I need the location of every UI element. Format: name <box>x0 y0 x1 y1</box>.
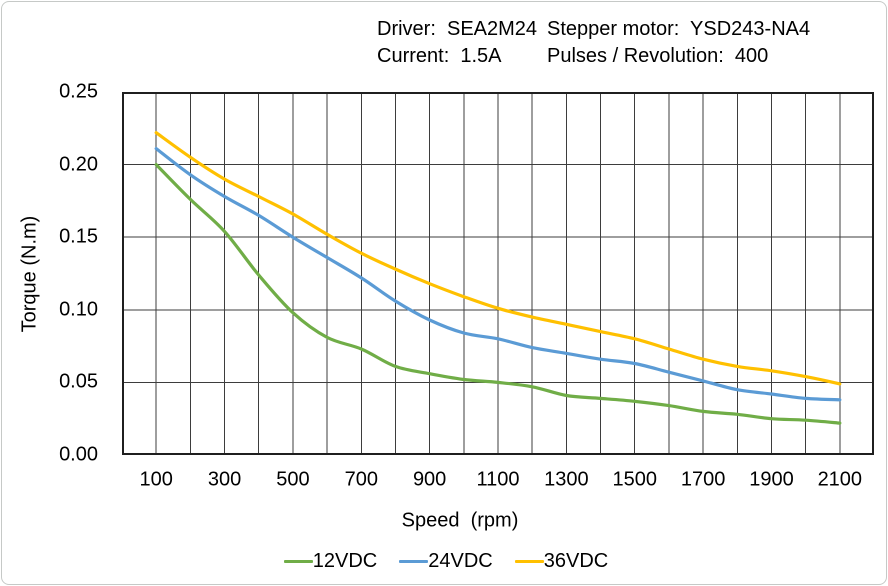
x-tick-label: 1900 <box>749 468 794 491</box>
legend-item-12vdc: 12VDC <box>283 549 378 573</box>
legend-label-24vdc: 24VDC <box>428 549 493 572</box>
legend-label-12vdc: 12VDC <box>312 549 378 572</box>
y-tick-label: 0.10 <box>59 298 98 321</box>
x-tick-label: 1500 <box>612 468 657 491</box>
y-axis-title: Torque (N.m) <box>18 215 41 333</box>
x-tick-label: 1100 <box>476 468 520 491</box>
legend-swatch-24vdc <box>399 559 429 563</box>
y-tick-label: 0.05 <box>59 370 98 393</box>
header-driver-label: Driver: SEA2M24 <box>377 18 538 40</box>
legend-label-36vdc: 36VDC <box>543 549 609 572</box>
plot-border <box>122 92 874 455</box>
header-motor-label: Stepper motor: YSD243-NA4 <box>547 18 811 40</box>
y-tick-label: 0.25 <box>59 80 98 103</box>
x-tick-label: 1700 <box>680 468 726 491</box>
x-tick-label: 2100 <box>817 468 863 491</box>
legend-swatch-36vdc <box>514 559 544 563</box>
legend: 12VDC 24VDC 36VDC <box>2 548 888 574</box>
x-tick-label: 500 <box>276 468 310 491</box>
y-tick-label: 0.20 <box>59 153 98 176</box>
x-tick-label: 100 <box>139 468 173 491</box>
x-axis-title: Speed (rpm) <box>401 509 519 532</box>
legend-swatch-12vdc <box>283 559 313 563</box>
series-line-24vdc <box>154 147 842 402</box>
legend-item-24vdc: 24VDC <box>399 549 493 573</box>
x-tick-label: 900 <box>412 468 447 491</box>
y-tick-label: 0.00 <box>59 443 98 466</box>
header-pulses-label: Pulses / Revolution: 400 <box>547 45 769 67</box>
series-line-36vdc <box>154 131 842 386</box>
y-tick-label: 0.15 <box>59 225 98 248</box>
legend-item-36vdc: 36VDC <box>514 549 609 573</box>
x-tick-label: 1300 <box>544 468 589 491</box>
header-current-label: Current: 1.5A <box>377 45 502 67</box>
chart-header: Driver: SEA2M24 Stepper motor: YSD243-NA… <box>377 16 810 69</box>
series-line-12vdc <box>154 163 842 425</box>
plot-area <box>122 92 874 455</box>
x-tick-label: 300 <box>207 468 242 491</box>
x-tick-label: 700 <box>344 468 378 491</box>
